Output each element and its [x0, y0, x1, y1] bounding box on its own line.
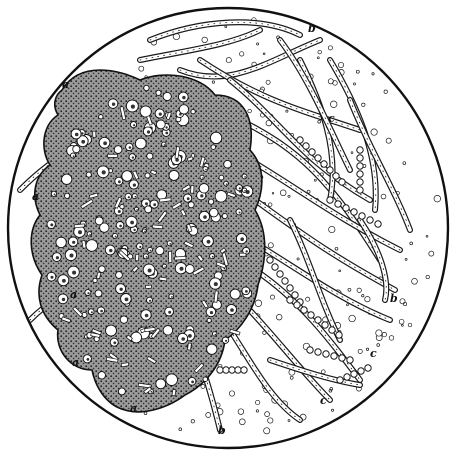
label-a-lower-left: a — [72, 356, 79, 369]
label-c-right: c — [370, 347, 377, 360]
label-a-top: a — [62, 78, 69, 91]
cell-cluster-mass — [30, 69, 266, 413]
field-of-view-border — [6, 6, 450, 450]
cluster-cells — [46, 84, 254, 397]
label-a-upper-left: a — [32, 190, 39, 203]
label-a-bottom: a — [130, 402, 137, 415]
label-a-left: a — [70, 288, 77, 301]
chained-vesicles — [216, 136, 382, 384]
label-b-bottom: b — [218, 424, 226, 437]
label-b-right: b — [390, 292, 398, 305]
label-c-bottom-right: c — [320, 394, 327, 407]
label-c-top-right: c — [328, 112, 335, 125]
label-b-top: b — [308, 22, 316, 35]
